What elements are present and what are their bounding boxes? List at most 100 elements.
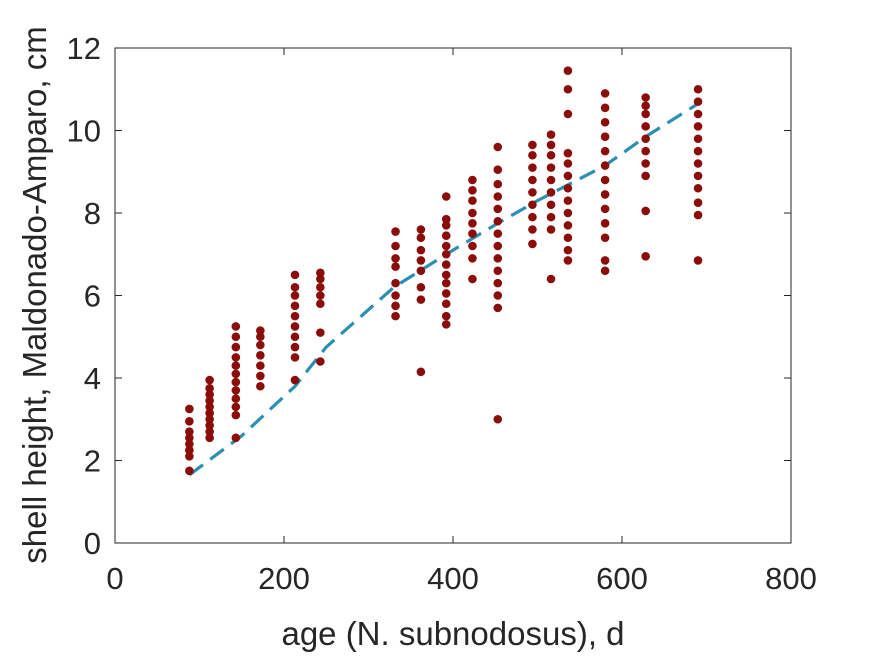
data-point xyxy=(546,130,556,139)
data-point xyxy=(416,225,426,234)
data-point xyxy=(600,89,610,98)
data-point xyxy=(641,109,650,119)
data-point xyxy=(256,326,265,335)
data-point xyxy=(528,188,537,197)
data-point xyxy=(205,384,214,393)
data-point xyxy=(528,212,537,222)
data-point xyxy=(600,204,610,214)
data-point xyxy=(231,410,241,420)
data-point xyxy=(185,452,194,461)
data-point xyxy=(256,332,265,342)
data-point xyxy=(231,369,241,379)
data-point xyxy=(641,101,650,111)
y-tick-label: 2 xyxy=(84,444,101,479)
data-point xyxy=(600,161,610,170)
data-point xyxy=(391,262,400,271)
data-point xyxy=(563,221,573,230)
data-point xyxy=(693,210,703,220)
data-point xyxy=(528,163,537,172)
data-point xyxy=(441,221,451,230)
data-point xyxy=(231,386,241,395)
data-point xyxy=(468,229,477,238)
data-point xyxy=(468,186,477,195)
data-point xyxy=(185,466,194,476)
data-point xyxy=(441,311,451,321)
data-point xyxy=(231,332,241,342)
data-point xyxy=(641,171,650,181)
data-point xyxy=(441,231,451,240)
data-point xyxy=(493,142,503,152)
data-point xyxy=(563,233,573,243)
data-point xyxy=(231,342,241,352)
data-point xyxy=(316,328,325,337)
data-point xyxy=(256,361,265,370)
x-tick-label: 400 xyxy=(427,561,479,596)
y-tick-label: 8 xyxy=(84,196,101,231)
data-point xyxy=(563,84,573,94)
data-point xyxy=(316,282,325,292)
data-point xyxy=(493,241,503,251)
data-point xyxy=(391,254,400,263)
data-points-layer xyxy=(185,66,703,476)
data-point xyxy=(231,394,241,403)
data-point xyxy=(600,175,610,185)
data-point xyxy=(493,165,503,174)
y-tick-label: 6 xyxy=(84,279,101,314)
data-point xyxy=(290,332,300,342)
data-point xyxy=(528,175,537,185)
data-point xyxy=(563,159,573,168)
data-point xyxy=(205,421,214,430)
data-point xyxy=(441,320,451,329)
data-point xyxy=(468,241,477,251)
data-point xyxy=(441,192,451,201)
data-point xyxy=(693,256,703,265)
data-point xyxy=(600,219,610,228)
data-point xyxy=(563,171,573,181)
y-tick-label: 10 xyxy=(67,114,101,149)
data-point xyxy=(546,175,556,185)
data-point xyxy=(546,140,556,150)
data-point xyxy=(641,134,650,144)
data-point xyxy=(563,66,573,75)
data-point xyxy=(290,322,300,331)
data-point xyxy=(185,417,194,426)
data-point xyxy=(391,241,400,251)
data-point xyxy=(693,84,703,94)
data-point xyxy=(468,254,477,263)
data-point xyxy=(316,299,325,309)
data-point xyxy=(205,390,214,399)
data-point xyxy=(416,256,426,265)
data-point xyxy=(641,206,650,216)
data-point xyxy=(546,225,556,234)
data-point xyxy=(693,171,703,181)
data-point xyxy=(546,150,556,160)
data-point xyxy=(493,266,503,276)
data-point xyxy=(546,274,556,284)
data-point xyxy=(231,377,241,387)
data-point xyxy=(185,433,194,443)
data-point xyxy=(600,132,610,141)
data-point xyxy=(600,190,610,199)
data-point xyxy=(563,148,573,158)
data-point xyxy=(563,256,573,265)
data-point xyxy=(546,163,556,172)
y-tick-label: 0 xyxy=(84,526,101,561)
data-point xyxy=(185,404,194,414)
data-point xyxy=(205,402,214,412)
data-point xyxy=(316,274,325,284)
data-point xyxy=(493,291,503,300)
data-point xyxy=(290,342,300,352)
data-point xyxy=(231,322,241,331)
data-point xyxy=(493,278,503,288)
fit-line xyxy=(188,102,699,477)
data-point xyxy=(441,241,451,251)
data-point xyxy=(441,299,451,309)
x-tick-label: 600 xyxy=(596,561,648,596)
data-point xyxy=(416,233,426,243)
data-point xyxy=(493,192,503,201)
data-point xyxy=(290,353,300,362)
data-point xyxy=(441,270,451,280)
data-point xyxy=(468,196,477,205)
data-point xyxy=(641,146,650,156)
